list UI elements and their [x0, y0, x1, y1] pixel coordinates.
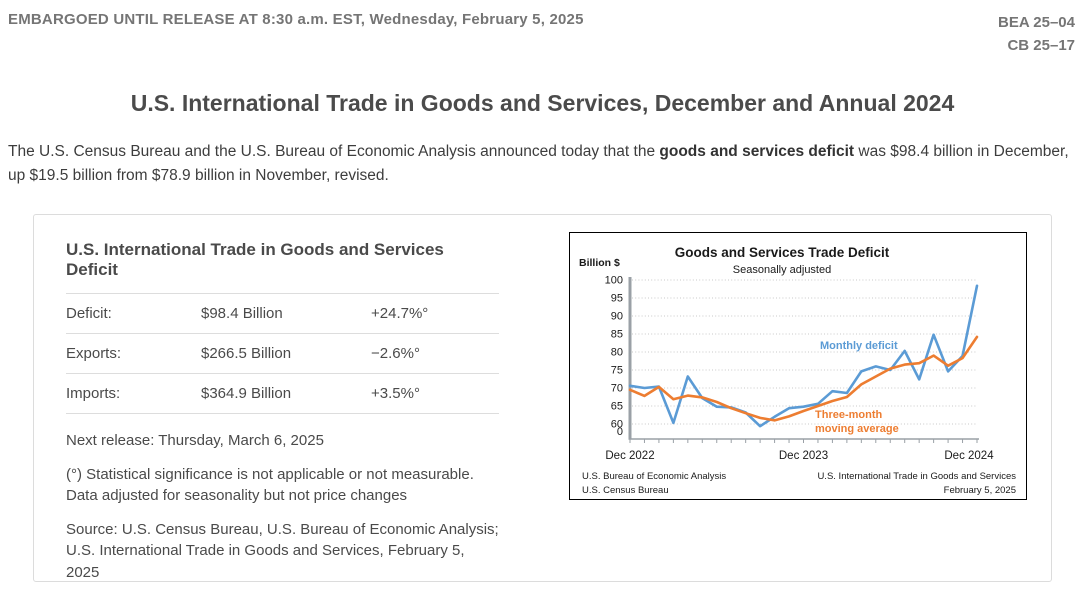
chart-source-right: February 5, 2025 [944, 485, 1016, 496]
intro-bold-phrase: goods and services deficit [659, 143, 855, 160]
intro-paragraph: The U.S. Census Bureau and the U.S. Bure… [8, 140, 1077, 187]
source-note: Source: U.S. Census Bureau, U.S. Bureau … [66, 520, 499, 581]
row-change: −2.6%° [371, 333, 499, 374]
chart-source-left: U.S. Census Bureau [582, 485, 669, 496]
trade-deficit-chart-svg: 100 95 90 85 80 75 70 65 600 Dec 2022 Dec 2023 Dec … [579, 245, 1016, 496]
cb-release-number: CB 25–17 [1007, 37, 1075, 54]
summary-panel: U.S. International Trade in Goods and Se… [66, 240, 499, 583]
moving-average-label: moving average [815, 423, 899, 435]
row-label: Exports: [66, 333, 201, 374]
summary-card: U.S. International Trade in Goods and Se… [33, 214, 1052, 582]
row-label: Imports: [66, 373, 201, 414]
page-title: U.S. International Trade in Goods and Se… [130, 90, 955, 116]
trade-deficit-chart: 100 95 90 85 80 75 70 65 60 0 Dec 2022 Dec 2023 Dec … [569, 232, 1027, 500]
intro-text-after: was $98.4 billion in December, up $19.5 … [8, 143, 1069, 184]
next-release: Next release: Thursday, March 6, 2025 [66, 432, 324, 449]
y-tick-label: 85 [611, 329, 623, 341]
x-tick-label: Dec 2024 [944, 450, 994, 462]
monthly-deficit-line [628, 284, 979, 428]
table-row: Deficit: $98.4 Billion +24.7%° [66, 293, 499, 334]
y-tick-label: 0 [617, 426, 623, 438]
y-tick-label: 80 [611, 347, 623, 359]
y-tick-label: 100 [605, 275, 623, 287]
top-bar: EMBARGOED UNTIL RELEASE AT 8:30 a.m. EST… [0, 0, 1085, 57]
row-value: $364.9 Billion [201, 373, 371, 414]
y-tick-label: 60 [611, 419, 623, 431]
y-tick-label: 70 [611, 383, 623, 395]
x-tick-label: Dec 2023 [779, 450, 828, 462]
y-tick-label: 95 [611, 293, 623, 305]
footnote: (°) Statistical significance is not appl… [66, 465, 474, 505]
intro-text-before: The U.S. Census Bureau and the U.S. Bure… [8, 143, 660, 160]
embargo-notice: EMBARGOED UNTIL RELEASE AT 8:30 a.m. EST… [8, 11, 584, 28]
row-value: $98.4 Billion [201, 293, 371, 334]
card-title: U.S. International Trade in Goods and Se… [66, 240, 444, 279]
chart-title: Goods and Services Trade Deficit [675, 245, 890, 260]
row-value: $266.5 Billion [201, 333, 371, 374]
stats-table-body: Deficit: $98.4 Billion +24.7%° Exports: $266… [66, 293, 499, 414]
chart-y-axis-title: Billion $ [579, 257, 620, 269]
bea-release-number: BEA 25–04 [998, 14, 1075, 31]
x-tick-label: Dec 2022 [605, 450, 654, 462]
table-row: Imports: $364.9 Billion +3.5%° [66, 373, 499, 414]
release-numbers: BEA 25–04 CB 25–17 [998, 11, 1075, 57]
row-change: +24.7%° [371, 293, 499, 334]
row-change: +3.5%° [371, 373, 499, 414]
chart-source-right: U.S. International Trade in Goods and Se… [817, 471, 1016, 482]
y-tick-label: 75 [611, 365, 623, 377]
chart-subtitle: Seasonally adjusted [733, 264, 831, 276]
table-row: Exports: $266.5 Billion −2.6%° [66, 333, 499, 374]
y-tick-label: 90 [611, 311, 623, 323]
stats-table: Deficit: $98.4 Billion +24.7%° Exports: $266… [66, 293, 499, 414]
monthly-deficit-label: Monthly deficit [820, 340, 898, 352]
row-label: Deficit: [66, 293, 201, 334]
moving-average-line [628, 335, 979, 422]
chart-source-left: U.S. Bureau of Economic Analysis [582, 471, 726, 482]
moving-average-label: Three-month [815, 409, 883, 421]
y-tick-label: 65 [611, 401, 623, 413]
